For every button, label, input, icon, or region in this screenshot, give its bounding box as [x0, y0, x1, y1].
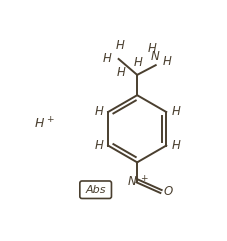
- Text: H: H: [133, 56, 142, 69]
- Text: H: H: [147, 41, 155, 54]
- Text: +: +: [139, 174, 147, 183]
- Text: Abs: Abs: [85, 185, 105, 195]
- Text: N: N: [127, 175, 136, 188]
- Text: N: N: [150, 50, 158, 63]
- Text: H: H: [94, 106, 103, 119]
- FancyBboxPatch shape: [79, 181, 111, 199]
- Text: O: O: [163, 185, 172, 198]
- Text: H: H: [170, 139, 179, 152]
- Text: H: H: [34, 117, 44, 130]
- Text: H: H: [94, 139, 103, 152]
- Text: H: H: [103, 52, 111, 65]
- Text: +: +: [46, 115, 53, 124]
- Text: H: H: [162, 55, 171, 68]
- Text: H: H: [116, 39, 124, 52]
- Text: H: H: [116, 66, 125, 79]
- Text: H: H: [170, 106, 179, 119]
